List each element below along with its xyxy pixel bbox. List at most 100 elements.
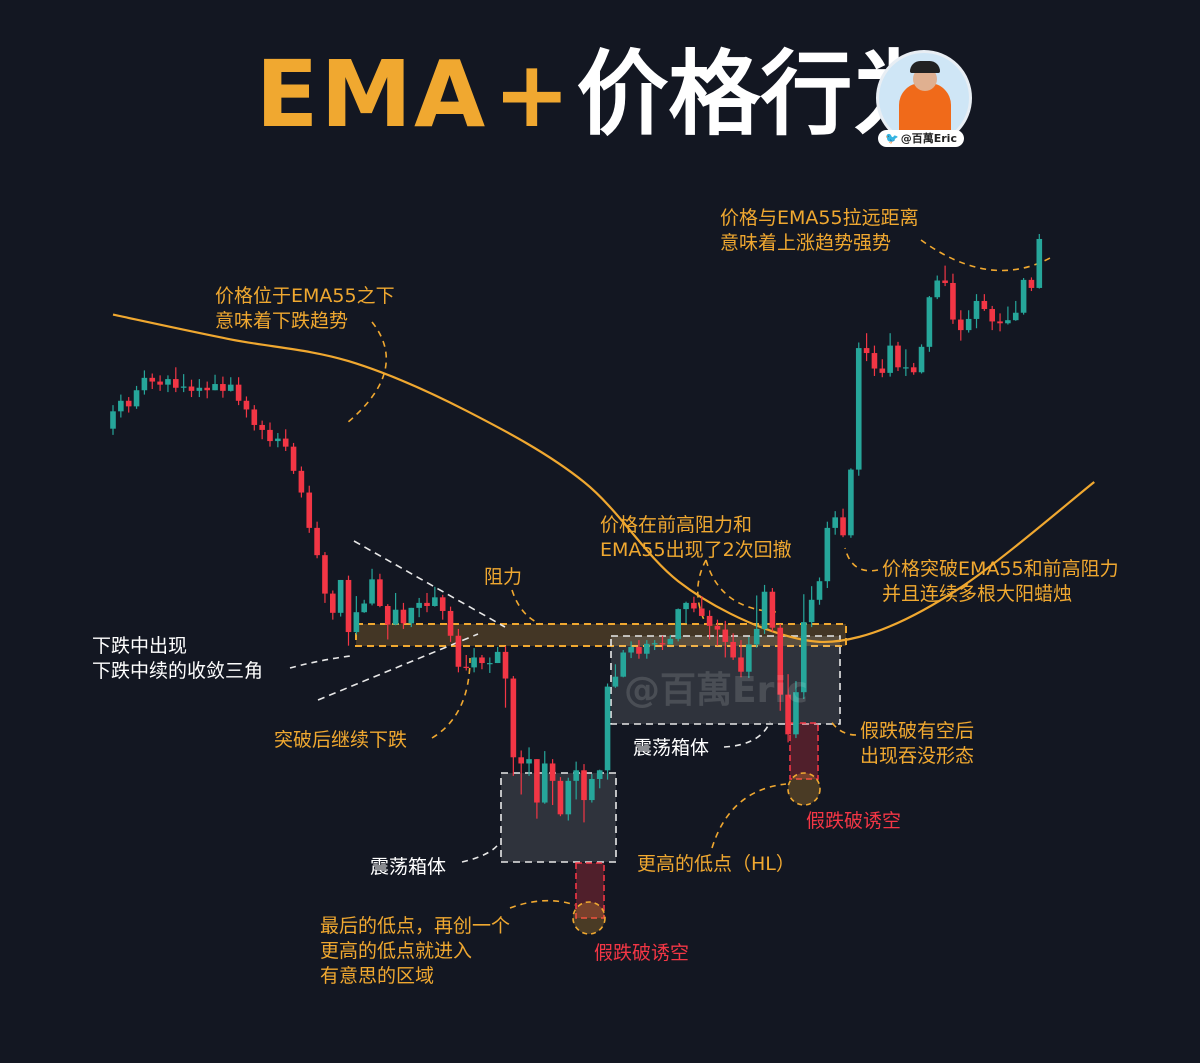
- fake-break-circle-1: [572, 901, 606, 935]
- candle-body: [369, 579, 375, 604]
- pointer-box2: [723, 721, 771, 748]
- candle-body: [777, 627, 784, 695]
- annotation-below-ema: 价格位于EMA55之下: [215, 285, 395, 307]
- candle-body: [706, 615, 713, 626]
- pointer-triangle: [289, 655, 351, 669]
- annotation-engulf: 假跌破有空后: [860, 720, 974, 742]
- triangle-lower-line: [317, 633, 479, 701]
- annotation-fake-break-2: 假跌破诱空: [806, 810, 901, 832]
- triangle-upper-line: [353, 540, 506, 628]
- pointer-resistance: [511, 589, 541, 625]
- candle-body: [518, 757, 524, 764]
- candle-body: [471, 657, 477, 668]
- candle-body: [981, 300, 988, 310]
- fake-break-circle-2: [787, 772, 821, 806]
- author-handle: @百萬Eric: [900, 132, 957, 145]
- candles-group: [110, 234, 1043, 823]
- candle-body: [934, 280, 941, 298]
- annotation-fake-break-1: 假跌破诱空: [594, 942, 689, 964]
- candle-body: [879, 368, 886, 373]
- candle-body: [439, 597, 446, 611]
- candle-body: [903, 367, 909, 369]
- candle-body: [259, 424, 265, 430]
- candle-body: [848, 469, 854, 536]
- candle-body: [243, 400, 250, 410]
- candle-body: [133, 390, 140, 407]
- candle-body: [361, 603, 367, 613]
- candle-body: [801, 622, 807, 693]
- candle-body: [314, 527, 320, 556]
- candle-body: [196, 387, 203, 391]
- candle-body: [824, 527, 831, 582]
- pointer-breakout: [844, 547, 879, 572]
- candle-body: [1012, 312, 1019, 321]
- candle-body: [612, 676, 619, 687]
- candle-body: [683, 602, 689, 610]
- candle-body: [526, 759, 532, 764]
- candle-body: [863, 348, 870, 354]
- candle-body: [447, 610, 454, 636]
- candle-body: [337, 579, 344, 613]
- candle-body: [204, 387, 210, 391]
- candle-body: [973, 300, 980, 319]
- candle-body: [424, 602, 430, 606]
- candle-body: [989, 309, 995, 322]
- candle-body: [384, 606, 391, 625]
- candle-body: [887, 345, 893, 373]
- annotation-engulf: 出现吞没形态: [860, 745, 974, 767]
- annotation-resistance: 阻力: [484, 566, 522, 588]
- annotation-two-pullbacks: 价格在前高阻力和: [600, 514, 752, 536]
- candle-body: [173, 379, 179, 388]
- candle-body: [942, 280, 948, 283]
- candle-body: [165, 379, 171, 385]
- candle-body: [479, 657, 485, 664]
- pointer-box1: [461, 841, 501, 863]
- pointer-continue-down: [431, 657, 471, 739]
- candle-body: [502, 651, 509, 679]
- candle-body: [950, 282, 956, 320]
- candle-body: [565, 780, 572, 815]
- fake-break-box-1: [575, 862, 605, 919]
- annotation-box2: 震荡箱体: [633, 737, 709, 759]
- annotation-higher-low: 更高的低点（HL）: [637, 853, 795, 875]
- candle-body: [557, 780, 564, 815]
- candle-body: [298, 470, 305, 493]
- candle-body: [416, 602, 422, 608]
- candle-body: [958, 319, 964, 331]
- annotation-triangle: 下跌中续的收敛三角: [92, 660, 263, 682]
- candle-body: [596, 770, 603, 779]
- pointer-engulf: [829, 719, 857, 736]
- annotation-two-pullbacks: EMA55出现了2次回撤: [600, 539, 792, 561]
- ema55-line: [112, 313, 1095, 644]
- candle-body: [220, 384, 226, 391]
- annotation-breakout: 并且连续多根大阳蜡烛: [882, 583, 1072, 605]
- pointer-higher-low: [711, 783, 787, 849]
- candle-body: [400, 609, 407, 624]
- candle-body: [589, 778, 595, 801]
- candle-body: [816, 581, 823, 600]
- pointer-far-from-ema: [920, 239, 1051, 272]
- candle-body: [290, 446, 297, 471]
- candle-body: [408, 607, 415, 624]
- candle-body: [487, 663, 493, 665]
- candle-body: [581, 770, 587, 801]
- candle-body: [455, 635, 462, 667]
- candle-body: [534, 759, 540, 803]
- annotation-last-low: 最后的低点，再创一个: [320, 915, 510, 937]
- annotation-last-low: 更高的低点就进入: [320, 940, 472, 962]
- candle-body: [330, 593, 336, 613]
- candle-body: [793, 692, 799, 735]
- candle-body: [636, 646, 642, 654]
- candle-body: [855, 348, 862, 470]
- ema55-line-group: [112, 313, 1095, 644]
- author-handle-badge: 🐦 @百萬Eric: [878, 130, 964, 147]
- candle-body: [377, 579, 383, 606]
- candle-body: [267, 429, 273, 442]
- candle-body: [573, 770, 579, 781]
- candle-body: [651, 643, 658, 645]
- candle-body: [910, 367, 917, 373]
- candle-body: [722, 629, 729, 642]
- candle-body: [604, 686, 611, 771]
- candle-body: [753, 628, 760, 645]
- annotation-triangle: 下跌中出现: [92, 635, 187, 657]
